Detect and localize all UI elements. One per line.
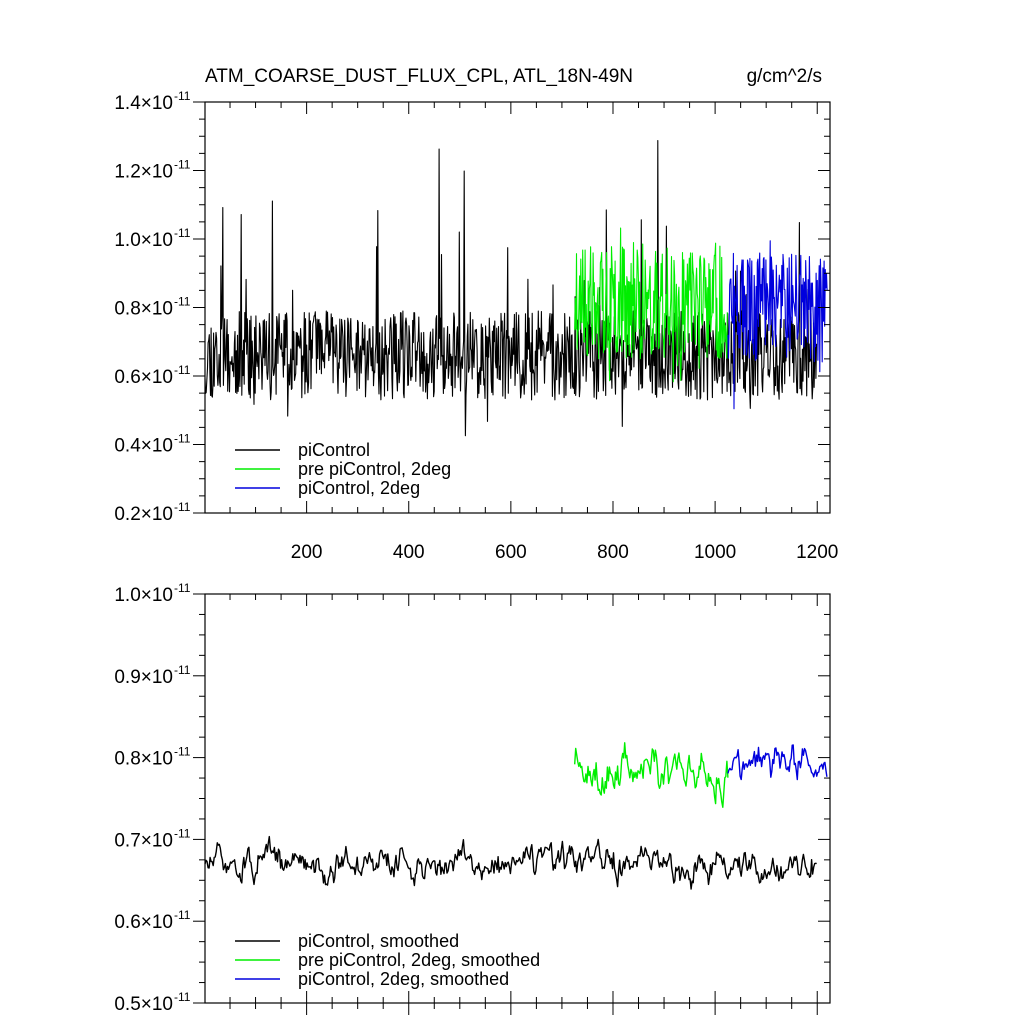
y-tick-exponent: -11: [174, 990, 191, 1004]
y-tick-label: 1.4×10: [114, 93, 173, 114]
y-tick-exponent: -11: [174, 745, 191, 759]
y-tick-exponent: -11: [174, 500, 191, 514]
chart-title: ATM_COARSE_DUST_FLUX_CPL, ATL_18N-49N: [205, 66, 633, 87]
y-tick-exponent: -11: [174, 363, 191, 377]
legend-label: pre piControl, 2deg, smoothed: [298, 950, 540, 970]
y-tick-label: 0.4×10: [114, 436, 173, 457]
legend-label: piControl: [298, 440, 370, 460]
series-line-bottom-0: [204, 835, 817, 890]
y-tick-exponent: -11: [174, 295, 191, 309]
y-tick-exponent: -11: [174, 89, 191, 103]
bottom-panel: 0.5×10 -110.6×10 -110.7×10 -110.8×10 -110.9×…: [114, 581, 831, 1015]
y-tick-exponent: -11: [174, 908, 191, 922]
legend-label: pre piControl, 2deg: [298, 459, 451, 479]
legend-label: piControl, 2deg, smoothed: [298, 969, 509, 989]
series-line-bottom-2: [727, 744, 828, 781]
y-tick-exponent: -11: [174, 581, 191, 595]
x-tick-label: 800: [597, 542, 629, 563]
y-tick-label: 1.0×10: [114, 585, 173, 606]
y-tick-exponent: -11: [174, 158, 191, 172]
y-tick-exponent: -11: [174, 226, 191, 240]
x-tick-label: 1200: [796, 542, 838, 563]
legend-label: piControl, smoothed: [298, 931, 459, 951]
x-tick-label: 200: [291, 542, 323, 563]
x-tick-label: 600: [495, 542, 527, 563]
y-tick-label: 0.6×10: [114, 912, 173, 933]
y-tick-label: 0.8×10: [114, 749, 173, 770]
x-tick-label: 1000: [694, 542, 736, 563]
series-line-bottom-1: [574, 742, 729, 808]
top-panel: ATM_COARSE_DUST_FLUX_CPL, ATL_18N-49N g/…: [114, 66, 838, 563]
y-tick-exponent: -11: [174, 432, 191, 446]
y-tick-label: 0.7×10: [114, 830, 173, 851]
y-tick-label: 0.9×10: [114, 667, 173, 688]
bottom-series-group: [204, 742, 828, 890]
x-tick-label: 400: [393, 542, 425, 563]
y-tick-label: 0.2×10: [114, 504, 173, 525]
chart-units: g/cm^2/s: [747, 66, 822, 87]
y-tick-exponent: -11: [174, 826, 191, 840]
top-series-group: [204, 140, 828, 437]
series-line-top-2: [727, 240, 828, 410]
legend-label: piControl, 2deg: [298, 478, 420, 498]
y-tick-label: 1.2×10: [114, 162, 173, 183]
y-tick-exponent: -11: [174, 663, 191, 677]
y-tick-label: 1.0×10: [114, 230, 173, 251]
y-tick-label: 0.8×10: [114, 299, 173, 320]
y-tick-label: 0.6×10: [114, 367, 173, 388]
series-line-top-0: [204, 140, 818, 437]
series-line-top-1: [574, 227, 728, 383]
bottom-axes: 0.5×10 -110.6×10 -110.7×10 -110.8×10 -110.9×…: [114, 581, 831, 1015]
y-tick-label: 0.5×10: [114, 994, 173, 1015]
